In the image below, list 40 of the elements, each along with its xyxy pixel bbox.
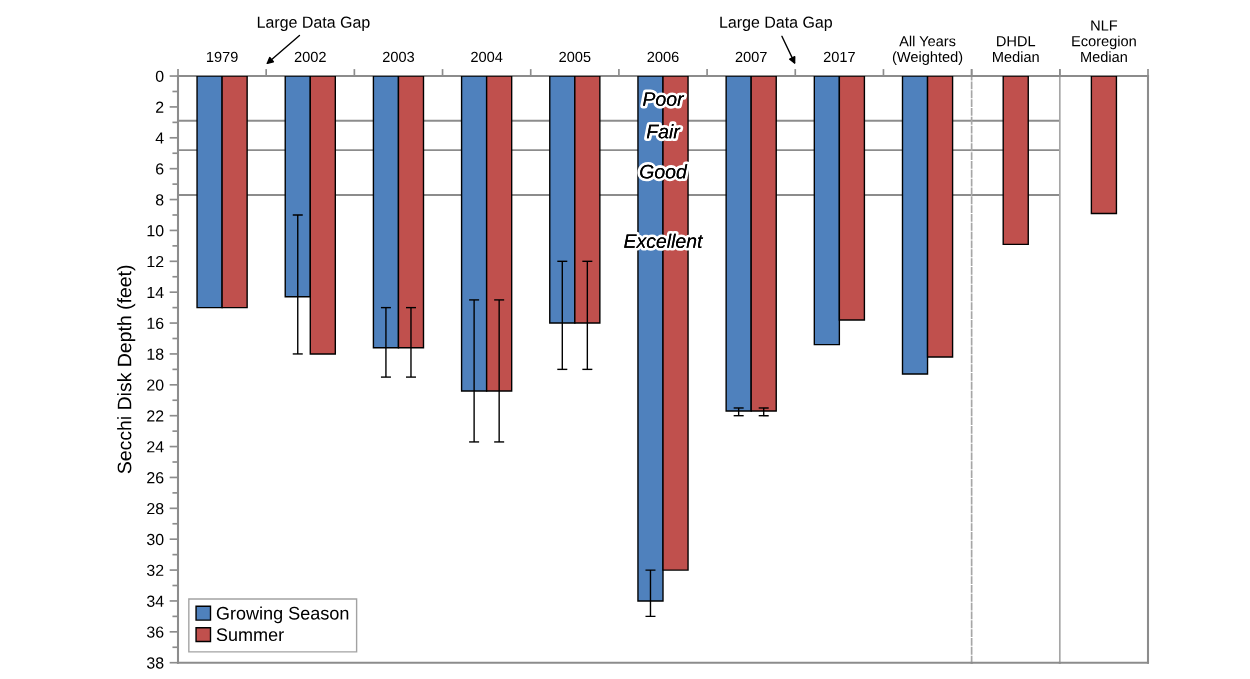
annotation: Poor	[643, 92, 685, 106]
y-tick-label: 0	[155, 70, 164, 82]
x-tick-label: 2007	[735, 51, 767, 63]
y-tick-label: 14	[147, 286, 164, 298]
x-tick-label: 1979	[206, 51, 238, 63]
text: Large Data Gap	[257, 16, 370, 31]
y-tick-label: 28	[147, 502, 164, 515]
y-tick-label: 2	[156, 101, 164, 113]
annotation: Good	[640, 164, 688, 179]
legend-label: Summer	[216, 628, 284, 642]
y-axis-title: Secchi Disk Depth (feet)	[117, 265, 136, 474]
y-tick-label: 6	[156, 163, 164, 175]
y-tick-label: 22	[147, 410, 164, 422]
annotation: Excellent	[624, 233, 704, 248]
x-tick-label: NLF Ecoregion Median	[1072, 20, 1136, 63]
y-tick-label: 18	[147, 348, 164, 360]
x-tick-label: 2004	[471, 51, 503, 63]
y-tick-label: 10	[147, 225, 164, 237]
x-tick-label: 2003	[382, 51, 415, 63]
y-tick-label: 8	[155, 194, 164, 206]
y-tick-label: 30	[146, 533, 164, 546]
y-tick-label: 34	[146, 595, 164, 607]
annotation: Fair	[646, 124, 681, 139]
x-tick-label: 2006	[647, 51, 679, 63]
y-tick-label: 4	[155, 132, 164, 144]
legend-label: Growing Season	[216, 606, 349, 624]
text: Large Data Gap	[720, 16, 832, 31]
x-tick-label: 2017	[823, 51, 855, 63]
y-tick-label: 24	[147, 441, 164, 453]
x-tick-label: DHDL Median	[993, 36, 1039, 63]
x-tick-label: 2005	[559, 51, 591, 63]
y-tick-label: 16	[147, 317, 164, 330]
y-tick-label: 12	[147, 255, 164, 268]
x-tick-label: 2002	[294, 51, 326, 63]
x-tick-label: All Years (Weighted)	[892, 35, 963, 65]
y-tick-label: 32	[146, 564, 164, 577]
y-tick-label: 36	[146, 626, 164, 638]
y-tick-label: 26	[147, 472, 164, 484]
y-tick-label: 20	[147, 379, 164, 391]
y-tick-label: 38	[146, 657, 164, 669]
